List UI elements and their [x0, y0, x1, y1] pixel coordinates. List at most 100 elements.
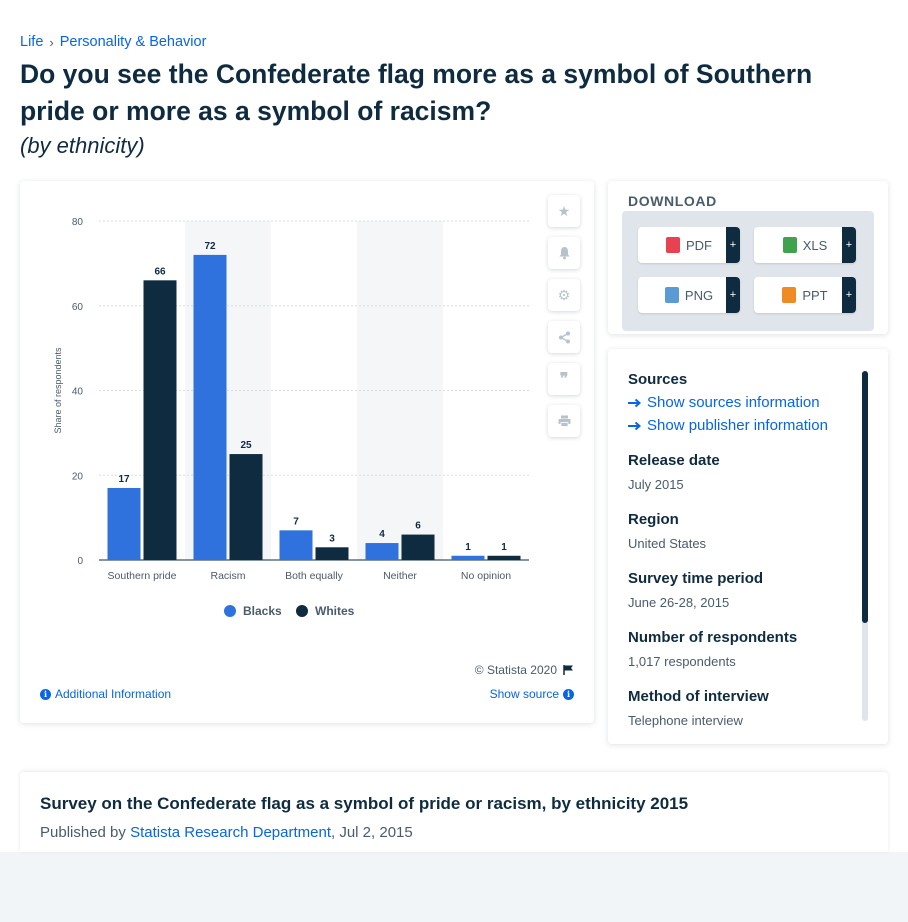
bar-whites	[487, 555, 521, 560]
breadcrumb-personality-behavior[interactable]: Personality & Behavior	[59, 34, 207, 50]
bar-whites	[315, 547, 349, 560]
additional-information-link[interactable]: i Additional Information	[40, 687, 171, 701]
png-file-icon	[664, 287, 679, 303]
published-by-label: Published by	[40, 824, 131, 841]
data-label: 25	[240, 440, 252, 451]
y-tick-label: 80	[72, 217, 84, 228]
download-pdf-button[interactable]: PDF +	[638, 227, 740, 263]
respondents-label: Number of respondents	[628, 629, 798, 646]
plus-icon: +	[842, 277, 856, 313]
download-png-label: PNG	[684, 287, 714, 303]
region-value: United States	[628, 536, 707, 551]
show-publisher-link[interactable]: Show publisher information	[628, 417, 848, 434]
legend-label: Blacks	[243, 604, 282, 618]
plus-icon: +	[726, 227, 740, 263]
bar-blacks	[193, 254, 227, 560]
download-png-button[interactable]: PNG +	[638, 277, 740, 313]
chart-toolbar: ★ ⚙ ❞	[548, 195, 580, 447]
print-icon[interactable]	[548, 405, 580, 437]
xls-file-icon	[782, 237, 797, 253]
details-list: Sources Show sources information Show pu…	[628, 371, 848, 744]
share-icon[interactable]	[548, 321, 580, 353]
region-label: Region	[628, 511, 679, 528]
published-date: , Jul 2, 2015	[331, 824, 413, 841]
y-tick-label: 60	[72, 302, 84, 313]
download-options: PDF + XLS + PNG + PPT +	[622, 211, 874, 331]
respondents-value: 1,017 respondents	[628, 654, 736, 669]
info-icon: i	[563, 688, 574, 700]
survey-period-value: June 26-28, 2015	[628, 595, 730, 610]
gear-icon[interactable]: ⚙	[548, 279, 580, 311]
sources-label: Sources	[628, 371, 688, 388]
breadcrumb-life[interactable]: Life	[20, 34, 44, 50]
data-label: 4	[379, 529, 385, 540]
data-label: 1	[501, 542, 507, 553]
release-date-value: July 2015	[628, 477, 684, 492]
y-axis-label: Share of respondents	[53, 347, 63, 434]
star-icon[interactable]: ★	[548, 195, 580, 227]
show-sources-link[interactable]: Show sources information	[628, 394, 848, 411]
arrow-right-icon	[628, 421, 642, 430]
chart-card: 0 20 40 60 80 Share of respondents 17 66 Souther…	[20, 181, 594, 723]
interview-method-label: Method of interview	[628, 688, 769, 705]
publisher-link[interactable]: Statista Research Department	[130, 824, 331, 841]
show-sources-label: Show sources information	[647, 394, 820, 411]
bar-whites	[143, 280, 177, 560]
page-subtitle: (by ethnicity)	[20, 133, 145, 158]
y-tick-label: 20	[72, 471, 84, 482]
legend-marker	[296, 605, 308, 617]
show-source-label: Show source	[489, 687, 559, 701]
x-tick-label: Neither	[383, 570, 417, 582]
show-source-link[interactable]: Show source i	[490, 687, 574, 701]
quote-icon[interactable]: ❞	[548, 363, 580, 395]
bar-blacks	[451, 555, 485, 560]
plus-icon: +	[726, 277, 740, 313]
data-label: 1	[465, 542, 471, 553]
download-pdf-label: PDF	[686, 237, 712, 253]
plus-icon: +	[842, 227, 856, 263]
bell-icon[interactable]	[548, 237, 580, 269]
show-publisher-label: Show publisher information	[647, 417, 828, 434]
arrow-right-icon	[628, 398, 642, 407]
interview-method-value: Telephone interview	[628, 713, 743, 728]
page-title: Do you see the Confederate flag more as …	[20, 59, 813, 126]
download-title: DOWNLOAD	[628, 193, 717, 209]
download-card: DOWNLOAD PDF + XLS + PNG + PPT +	[608, 181, 888, 334]
ppt-file-icon	[782, 287, 797, 303]
data-label: 3	[329, 533, 335, 544]
bar-whites	[401, 534, 435, 560]
bar-blacks	[279, 530, 313, 560]
published-by: Published by Statista Research Departmen…	[40, 824, 413, 841]
data-label: 17	[118, 474, 130, 485]
x-tick-label: Racism	[210, 570, 245, 582]
download-xls-button[interactable]: XLS +	[754, 227, 856, 263]
flag-icon[interactable]	[563, 664, 574, 676]
legend-marker	[224, 605, 236, 617]
credit-text: © Statista 2020	[474, 663, 557, 677]
survey-period-label: Survey time period	[628, 570, 764, 587]
breadcrumb-separator: ›	[49, 34, 54, 50]
download-ppt-button[interactable]: PPT +	[754, 277, 856, 313]
x-tick-label: Southern pride	[108, 570, 177, 582]
details-scrollbar-thumb[interactable]	[862, 371, 868, 623]
pdf-file-icon	[666, 237, 680, 253]
data-label: 7	[293, 516, 299, 527]
additional-information-label: Additional Information	[55, 687, 172, 701]
statista-credit: © Statista 2020	[475, 663, 574, 677]
y-tick-label: 40	[72, 387, 84, 398]
info-icon: i	[40, 688, 51, 700]
bar-whites	[229, 454, 263, 560]
bar-blacks	[107, 487, 141, 560]
description-title: Survey on the Confederate flag as a symb…	[40, 794, 689, 813]
statistic-details-card: Sources Show sources information Show pu…	[608, 349, 888, 744]
download-ppt-label: PPT	[802, 287, 828, 303]
y-tick-label: 0	[77, 556, 83, 567]
x-tick-label: No opinion	[461, 570, 511, 582]
data-label: 6	[415, 521, 421, 532]
x-tick-label: Both equally	[285, 570, 344, 582]
bar-blacks	[365, 543, 399, 560]
data-label: 66	[154, 266, 166, 277]
breadcrumb: Life › Personality & Behavior	[20, 34, 206, 50]
statistic-description-card: Survey on the Confederate flag as a symb…	[20, 772, 888, 852]
